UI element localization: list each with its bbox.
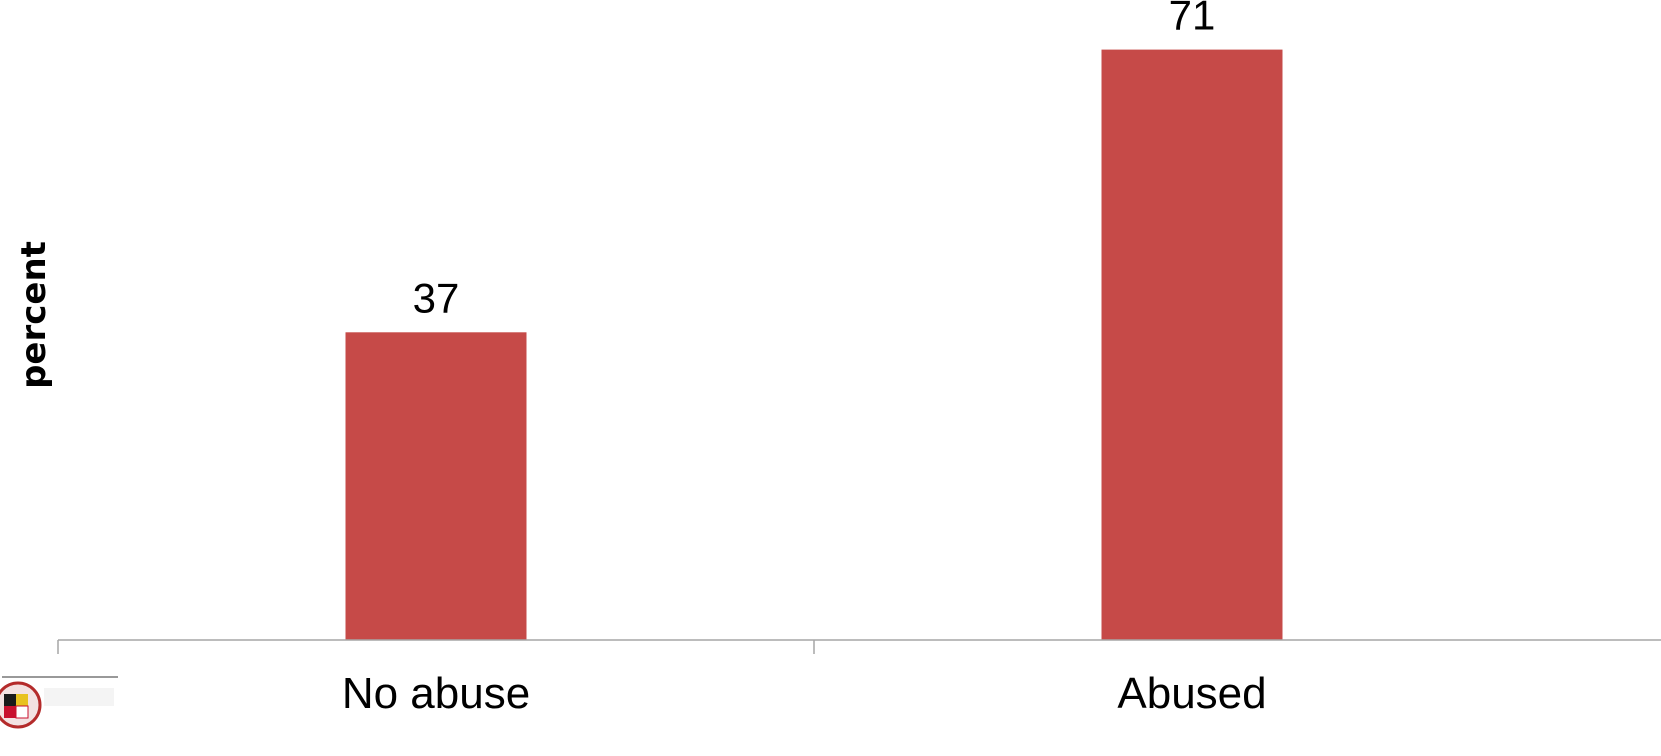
x-axis: [57, 639, 1661, 654]
bars-group: [345, 49, 1283, 641]
y-axis-label-group: percent: [14, 241, 54, 389]
y-axis-label: percent: [14, 241, 54, 389]
bar: [345, 332, 527, 640]
data-label: 37: [413, 274, 460, 321]
x-tick-labels-group: No abuse Abused: [342, 669, 1267, 718]
university-seal-icon: [0, 676, 118, 729]
x-tick-label: No abuse: [342, 669, 530, 718]
x-tick-label: Abused: [1117, 669, 1266, 718]
data-label: 71: [1169, 0, 1216, 39]
bar: [1101, 49, 1283, 641]
data-labels-group: 37 71: [413, 0, 1216, 321]
